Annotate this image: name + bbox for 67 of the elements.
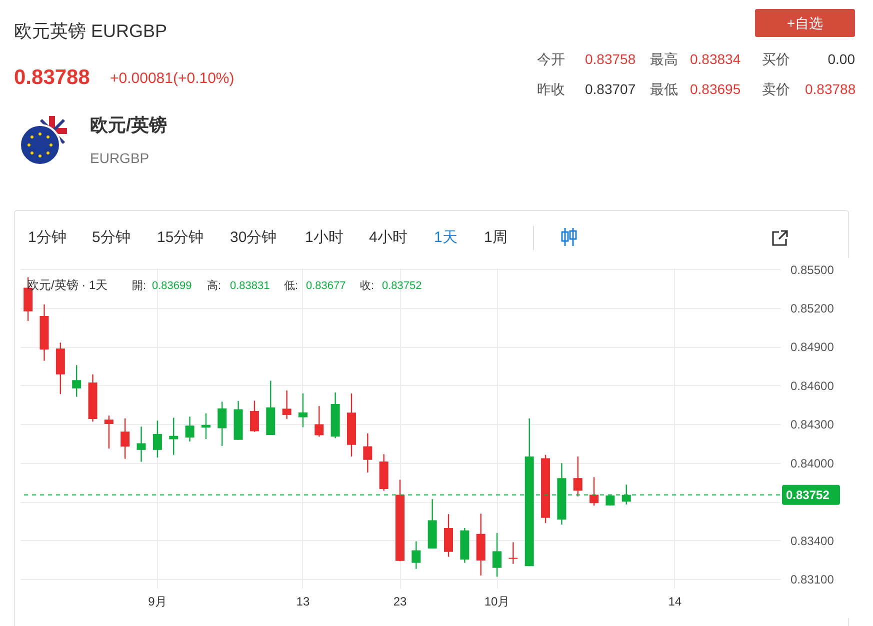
text: 卖价 <box>762 80 790 98</box>
text: 最高 <box>650 50 678 68</box>
text: 0.00 <box>826 50 855 68</box>
text: 1天 <box>434 229 458 247</box>
text: 0.83788 <box>805 80 856 98</box>
annotation: 0.83677 <box>306 279 346 293</box>
y-tick-label: 0.83400 <box>790 534 834 548</box>
text: 30分钟 <box>230 229 277 247</box>
text: 0.83695 <box>690 80 741 98</box>
x-tick-label: 23 <box>393 594 407 608</box>
annotation: 高: <box>207 279 222 293</box>
ref-line-label: 0.83752 <box>786 488 830 502</box>
candlestick <box>573 456 582 497</box>
candlestick <box>136 426 146 462</box>
annotation: 低: <box>284 279 298 293</box>
text: EURGBP <box>90 149 150 167</box>
x-tick-label: 14 <box>668 594 682 608</box>
candlestick <box>314 405 324 438</box>
candlestick <box>412 540 421 570</box>
text: 今开 <box>537 50 565 68</box>
y-tick-label: 0.84600 <box>790 378 834 393</box>
candlestick <box>218 401 227 447</box>
x-tick-label: 10月 <box>484 594 510 608</box>
candlestick <box>185 416 194 442</box>
candlestick <box>152 420 162 458</box>
candlestick <box>590 476 599 506</box>
text: 昨收 <box>537 80 565 98</box>
text: 0.83834 <box>690 50 741 68</box>
text: 0.83758 <box>585 50 636 68</box>
candlestick <box>298 392 308 428</box>
text: 买价 <box>762 50 790 68</box>
annotation: 收: <box>360 279 374 293</box>
candlestick <box>250 400 259 432</box>
chart-title: 欧元英镑 EURGBP <box>14 20 168 42</box>
candlestick <box>72 364 82 398</box>
y-tick-label: 0.84300 <box>790 418 834 432</box>
text: 0.83707 <box>585 80 636 98</box>
candlestick <box>201 412 210 440</box>
text: 5分钟 <box>92 229 130 247</box>
x-tick-label: 13 <box>296 594 310 608</box>
y-tick-label: 0.83100 <box>790 572 834 586</box>
text: +0.00081(+0.10%) <box>110 70 234 88</box>
candlestick <box>492 532 502 578</box>
candlestick <box>444 513 454 558</box>
annotation: 開: <box>132 279 146 293</box>
y-tick-label: 0.84000 <box>790 456 834 470</box>
text: 15分钟 <box>157 229 204 247</box>
text: +自选 <box>755 9 855 37</box>
text: 欧元/英镑 <box>90 114 168 136</box>
text: 0.83788 <box>14 66 90 90</box>
candlestick <box>363 432 372 474</box>
text: 4小时 <box>369 229 408 247</box>
candlestick <box>104 415 114 450</box>
candlestick <box>120 418 130 460</box>
text: 最低 <box>650 80 678 98</box>
y-tick-label: 0.85500 <box>790 262 834 277</box>
y-tick-label: 0.84900 <box>790 340 834 354</box>
x-tick-label: 9月 <box>148 594 167 608</box>
candlestick <box>508 542 518 564</box>
annotation: 0.83752 <box>382 279 422 293</box>
annotation: 0.83699 <box>152 279 192 293</box>
text: 1分钟 <box>28 229 66 247</box>
text: 1周 <box>484 229 508 247</box>
candlestick <box>282 390 292 420</box>
annotation: 0.83831 <box>230 279 270 293</box>
y-tick-label: 0.85200 <box>790 302 834 316</box>
text: 1小时 <box>305 229 344 247</box>
